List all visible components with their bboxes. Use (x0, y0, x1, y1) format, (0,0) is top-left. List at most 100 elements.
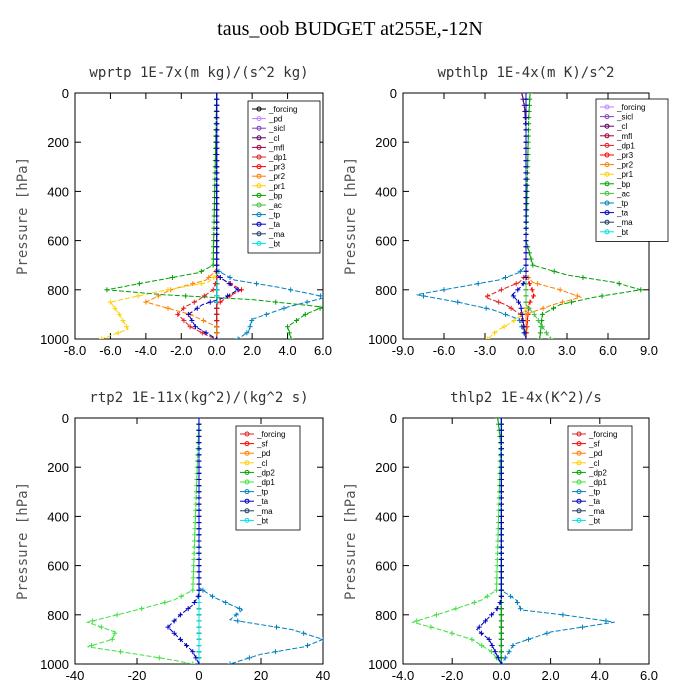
legend-entry: _tp (256, 488, 269, 497)
legend-entry: _pd (268, 115, 282, 124)
x-tick-label: -4.0 (135, 343, 157, 358)
legend-marker (576, 517, 582, 523)
x-tick-label: -20 (128, 668, 147, 683)
legend: _forcing_pd_sicl_cl_mfl_dp1_pr3_pr2_pr1_… (247, 100, 321, 254)
y-tick-label: 400 (375, 509, 397, 524)
x-tick-label: 0.0 (208, 343, 226, 358)
legend-entry: _tp (268, 211, 281, 220)
legend-entry: _mfl (616, 132, 632, 141)
legend: _forcing_sicl_cl_mfl_dp1_pr3_pr2_pr1_bp_… (595, 98, 669, 242)
legend-marker (604, 181, 610, 187)
legend-marker (576, 508, 582, 514)
series-dp1 (411, 418, 504, 664)
legend-marker (244, 460, 250, 466)
y-tick-label: 1000 (368, 332, 397, 347)
y-axis-label: Pressure [hPa] (15, 482, 31, 600)
legend-entry: _dp1 (256, 478, 275, 487)
series-line (411, 418, 502, 664)
x-tick-label: -4.0 (392, 668, 414, 683)
y-tick-label: 200 (47, 135, 69, 150)
y-axis-label: Pressure [hPa] (15, 157, 31, 275)
legend-marker (604, 162, 610, 168)
panel-title: thlp2 1E-4x(K^2)/s (450, 390, 602, 406)
legend-marker (576, 441, 582, 447)
legend-entry: _dp1 (588, 478, 607, 487)
legend-entry: _bt (268, 239, 281, 248)
legend-marker (604, 219, 610, 225)
y-tick-label: 800 (375, 608, 397, 623)
x-tick-label: 6.0 (314, 343, 332, 358)
y-tick-label: 1000 (368, 657, 397, 672)
y-tick-label: 1000 (40, 657, 69, 672)
legend-marker (604, 142, 610, 148)
legend-entry: _bt (616, 228, 629, 237)
series-pr1 (485, 93, 529, 339)
legend-marker (576, 450, 582, 456)
legend-entry: _dp2 (256, 468, 275, 477)
y-tick-label: 800 (375, 283, 397, 298)
legend-entry: _sf (588, 440, 600, 449)
x-tick-label: 4.0 (279, 343, 297, 358)
y-tick-label: 200 (375, 460, 397, 475)
panel-title: rtp2 1E-11x(kg^2)/(kg^2 s) (89, 390, 308, 406)
legend-marker (256, 135, 262, 141)
legend-marker (256, 125, 262, 131)
x-tick-label: 2.0 (243, 343, 261, 358)
legend-marker (256, 221, 262, 227)
series-dp1 (85, 418, 202, 664)
legend-marker (604, 171, 610, 177)
legend-entry: _ac (616, 189, 630, 198)
series-line (198, 418, 323, 664)
legend-marker (256, 183, 262, 189)
series-line (216, 93, 323, 339)
series-tp (416, 93, 529, 339)
legend-entry: _cl (616, 122, 627, 131)
series-dp1 (483, 93, 529, 339)
legend-marker (604, 200, 610, 206)
x-tick-label: -40 (66, 668, 85, 683)
legend-entry: _pd (256, 449, 270, 458)
legend-marker (256, 116, 262, 122)
legend: _forcing_sf_pd_cl_dp2_dp1_tp_ta_ma_bt (567, 425, 633, 531)
legend-entry: _forcing (616, 103, 645, 112)
plot-frame (402, 417, 650, 665)
legend-marker (576, 489, 582, 495)
y-tick-label: 600 (375, 234, 397, 249)
legend-entry: _pr2 (616, 161, 634, 170)
panel-2: wpthlp 1E-4x(m K)/s^2 Pressure [hPa] 0 200 4… (343, 65, 669, 358)
x-tick-label: 3.0 (558, 343, 576, 358)
legend-marker (256, 144, 262, 150)
y-tick-label: 400 (47, 184, 69, 199)
legend-marker (576, 498, 582, 504)
legend-marker (256, 106, 262, 112)
panel-3: rtp2 1E-11x(kg^2)/(kg^2 s) Pressure [hPa]… (15, 390, 330, 683)
legend-marker (256, 192, 262, 198)
panel-title: wprtp 1E-7x(m kg)/(s^2 kg) (89, 65, 308, 81)
legend-entry: _ma (256, 507, 273, 516)
legend-box (595, 98, 669, 242)
y-tick-label: 200 (375, 135, 397, 150)
x-tick-label: -6.0 (433, 343, 455, 358)
plot-frame (74, 92, 324, 340)
series-line (487, 93, 527, 339)
legend-marker (244, 441, 250, 447)
legend-entry: _cl (256, 459, 267, 468)
figure-title: taus_oob BUDGET at255E,-12N (217, 18, 483, 40)
legend-marker (604, 123, 610, 129)
legend-marker (604, 152, 610, 158)
legend-entry: _dp2 (588, 468, 607, 477)
series-pr2 (143, 93, 220, 339)
legend-entry: _forcing (268, 105, 297, 114)
legend-marker (244, 498, 250, 504)
x-tick-label: 6.0 (640, 668, 658, 683)
series-ta (165, 418, 202, 664)
legend-entry: _cl (268, 134, 279, 143)
x-tick-label: 6.0 (599, 343, 617, 358)
legend-marker (244, 489, 250, 495)
panel-1: wprtp 1E-7x(m kg)/(s^2 kg) Pressure [hPa]… (15, 65, 332, 358)
legend-entry: _forcing (588, 430, 617, 439)
x-tick-label: -3.0 (474, 343, 496, 358)
y-tick-label: 400 (375, 184, 397, 199)
legend-marker (576, 479, 582, 485)
